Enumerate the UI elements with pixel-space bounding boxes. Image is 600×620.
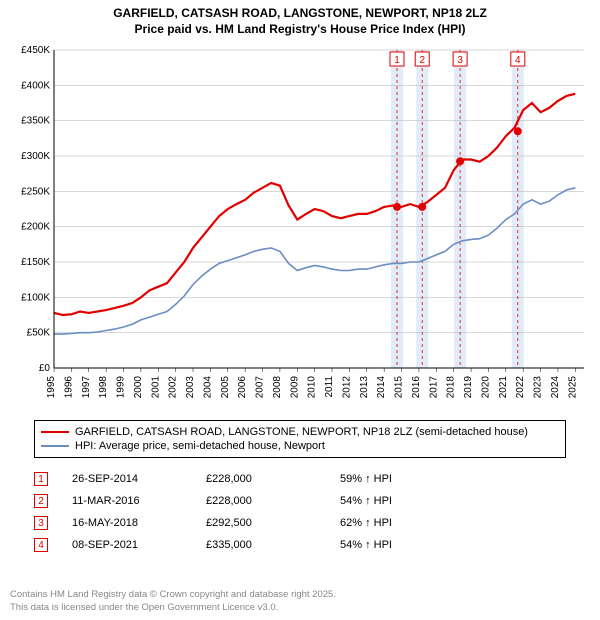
svg-text:£50K: £50K (27, 328, 51, 339)
sale-price: £228,000 (206, 473, 316, 485)
svg-text:£100K: £100K (21, 292, 50, 303)
sale-diff: 54% ↑ HPI (340, 539, 450, 551)
sale-row: 2 11-MAR-2016 £228,000 54% ↑ HPI (34, 490, 450, 512)
svg-text:£0: £0 (39, 363, 51, 374)
svg-text:2006: 2006 (237, 376, 248, 399)
svg-text:2014: 2014 (376, 376, 387, 399)
svg-text:2000: 2000 (133, 376, 144, 399)
legend-label: HPI: Average price, semi-detached house,… (75, 440, 325, 452)
svg-text:2004: 2004 (202, 376, 213, 399)
svg-text:2013: 2013 (359, 376, 370, 399)
svg-text:2025: 2025 (567, 376, 578, 399)
sale-diff: 54% ↑ HPI (340, 495, 450, 507)
svg-text:1995: 1995 (46, 376, 57, 399)
legend-item: GARFIELD, CATSASH ROAD, LANGSTONE, NEWPO… (41, 425, 559, 439)
svg-text:£400K: £400K (21, 80, 50, 91)
svg-text:1997: 1997 (81, 376, 92, 399)
svg-text:£450K: £450K (21, 45, 50, 56)
sale-marker: 2 (34, 494, 48, 508)
legend-box: GARFIELD, CATSASH ROAD, LANGSTONE, NEWPO… (34, 420, 566, 458)
sale-marker: 4 (34, 538, 48, 552)
svg-text:1998: 1998 (98, 376, 109, 399)
svg-text:2012: 2012 (341, 376, 352, 399)
chart-title: GARFIELD, CATSASH ROAD, LANGSTONE, NEWPO… (0, 0, 600, 37)
sale-row: 4 08-SEP-2021 £335,000 54% ↑ HPI (34, 534, 450, 556)
sale-date: 16-MAY-2018 (72, 517, 182, 529)
svg-text:1996: 1996 (63, 376, 74, 399)
svg-text:2008: 2008 (272, 376, 283, 399)
svg-text:2003: 2003 (185, 376, 196, 399)
svg-text:£150K: £150K (21, 257, 50, 268)
svg-text:2015: 2015 (394, 376, 405, 399)
title-line-2: Price paid vs. HM Land Registry's House … (0, 22, 600, 38)
svg-text:1: 1 (394, 55, 400, 66)
legend-swatch (41, 445, 69, 447)
svg-text:2019: 2019 (463, 376, 474, 399)
svg-text:2021: 2021 (498, 376, 509, 399)
svg-text:2009: 2009 (289, 376, 300, 399)
title-line-1: GARFIELD, CATSASH ROAD, LANGSTONE, NEWPO… (0, 6, 600, 22)
svg-text:£300K: £300K (21, 151, 50, 162)
chart-plot-area: £0 £50K £100K £150K £200K £250K £300K £350K £400… (8, 42, 592, 412)
sale-marker: 1 (34, 472, 48, 486)
svg-text:2010: 2010 (307, 376, 318, 399)
svg-text:2002: 2002 (168, 376, 179, 399)
svg-text:2020: 2020 (480, 376, 491, 399)
sale-diff: 62% ↑ HPI (340, 517, 450, 529)
svg-text:£350K: £350K (21, 116, 50, 127)
svg-text:£250K: £250K (21, 186, 50, 197)
svg-text:1999: 1999 (116, 376, 127, 399)
svg-text:2011: 2011 (324, 376, 335, 398)
chart-container: GARFIELD, CATSASH ROAD, LANGSTONE, NEWPO… (0, 0, 600, 620)
svg-text:2017: 2017 (428, 376, 439, 399)
svg-text:2023: 2023 (533, 376, 544, 399)
svg-text:£200K: £200K (21, 222, 50, 233)
svg-text:2005: 2005 (220, 376, 231, 399)
svg-text:4: 4 (515, 55, 521, 66)
footer-attribution: Contains HM Land Registry data © Crown c… (10, 589, 336, 614)
svg-text:2024: 2024 (550, 376, 561, 399)
sale-table: 1 26-SEP-2014 £228,000 59% ↑ HPI 2 11-MAR-201… (34, 468, 450, 556)
footer-line-1: Contains HM Land Registry data © Crown c… (10, 589, 336, 601)
sale-marker: 3 (34, 516, 48, 530)
sale-date: 11-MAR-2016 (72, 495, 182, 507)
svg-text:2022: 2022 (515, 376, 526, 399)
sale-price: £335,000 (206, 539, 316, 551)
legend-label: GARFIELD, CATSASH ROAD, LANGSTONE, NEWPO… (75, 426, 528, 438)
svg-text:3: 3 (457, 55, 463, 66)
sale-price: £228,000 (206, 495, 316, 507)
sale-row: 1 26-SEP-2014 £228,000 59% ↑ HPI (34, 468, 450, 490)
legend-swatch (41, 431, 69, 433)
sale-row: 3 16-MAY-2018 £292,500 62% ↑ HPI (34, 512, 450, 534)
legend-item: HPI: Average price, semi-detached house,… (41, 439, 559, 453)
footer-line-2: This data is licensed under the Open Gov… (10, 602, 336, 614)
svg-text:2007: 2007 (255, 376, 266, 399)
svg-text:2018: 2018 (446, 376, 457, 399)
svg-text:2016: 2016 (411, 376, 422, 399)
chart-svg: £0 £50K £100K £150K £200K £250K £300K £350K £400… (8, 42, 592, 412)
sale-date: 08-SEP-2021 (72, 539, 182, 551)
sale-date: 26-SEP-2014 (72, 473, 182, 485)
svg-text:2001: 2001 (150, 376, 161, 399)
sale-price: £292,500 (206, 517, 316, 529)
svg-text:2: 2 (419, 55, 425, 66)
sale-diff: 59% ↑ HPI (340, 473, 450, 485)
